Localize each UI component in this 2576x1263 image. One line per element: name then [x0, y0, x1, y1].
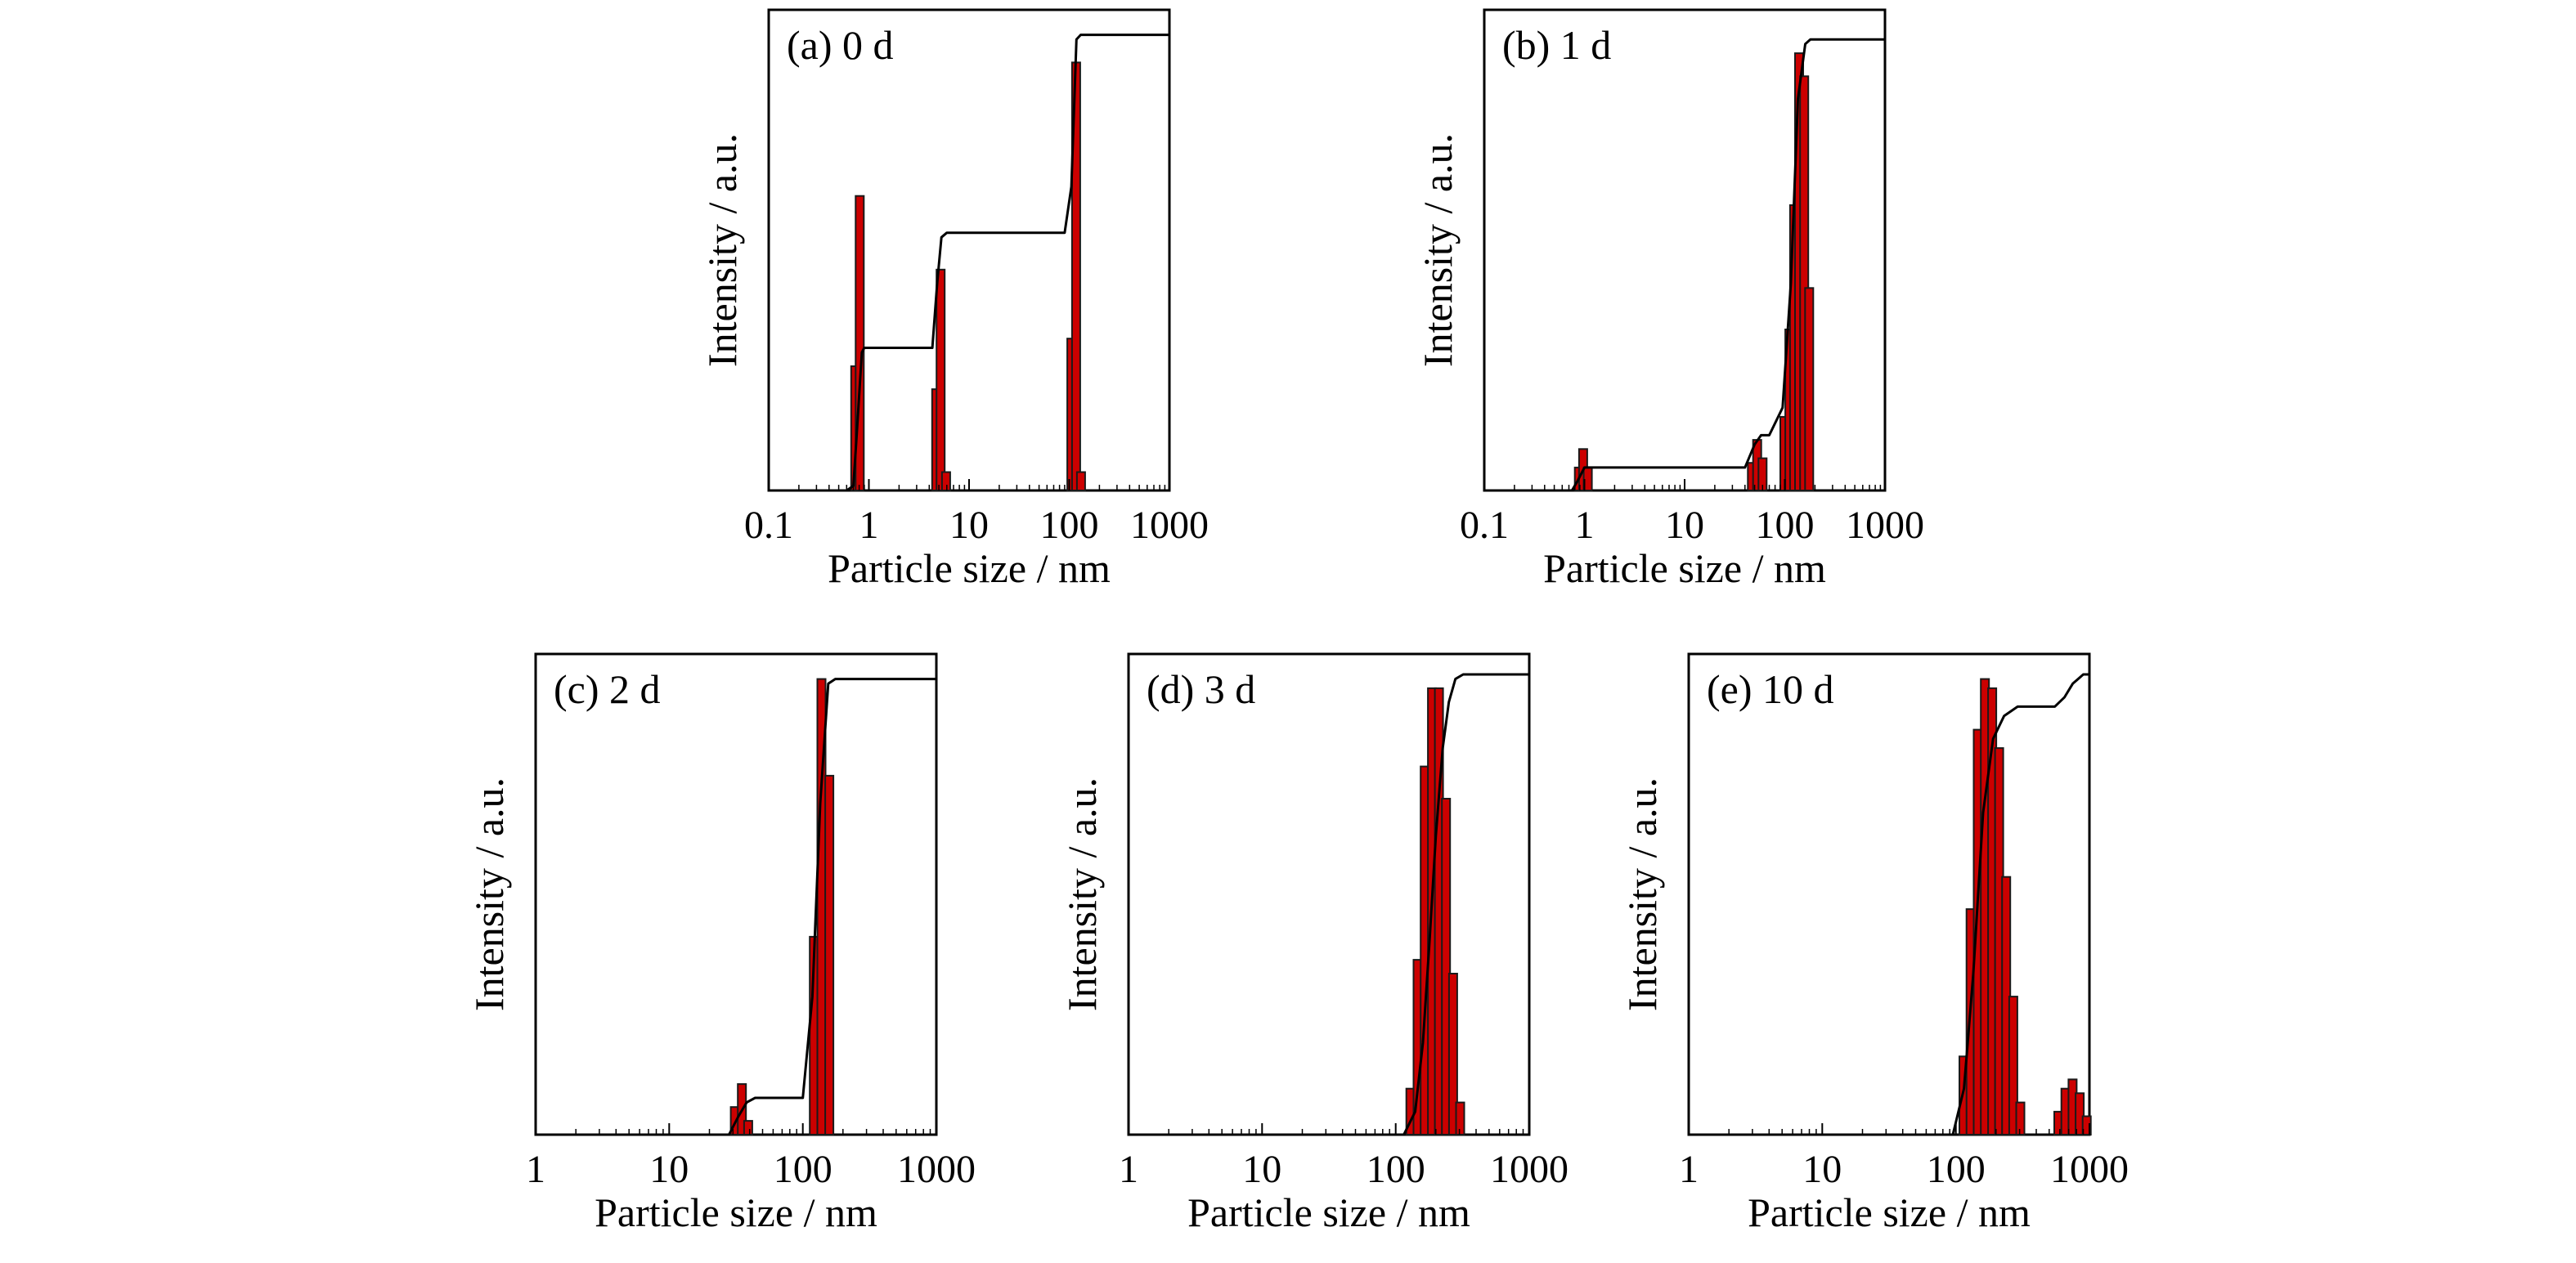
histogram-bar [1447, 973, 1458, 1135]
x-tick-label: 1 [526, 1148, 545, 1191]
plot-frame [1687, 652, 2091, 1136]
x-tick-label: 1 [1119, 1148, 1138, 1191]
y-axis-label: Intensity / a.u. [1059, 777, 1105, 1011]
y-axis-label: Intensity / a.u. [699, 133, 745, 367]
histogram-bar [1799, 75, 1810, 492]
x-tick-label: 1000 [1130, 504, 1209, 547]
x-tick-label: 1 [1679, 1148, 1699, 1191]
plot-frame [534, 652, 938, 1136]
x-tick-label: 100 [1756, 504, 1815, 547]
panel-a: (a) 0 d 0.1 1 10 100 1000 Particle size / nm… [699, 8, 1209, 591]
x-tick-label: 1 [1575, 504, 1595, 547]
histogram-bar [2008, 996, 2018, 1135]
histogram-bar [743, 1120, 753, 1135]
histogram-bar [1804, 287, 1815, 491]
x-axis-label: Particle size / nm [595, 1189, 877, 1235]
x-axis-label: Particle size / nm [1543, 545, 1826, 591]
x-axis-label: Particle size / nm [1748, 1189, 2031, 1235]
x-tick-label: 0.1 [1460, 504, 1509, 547]
x-tick-label: 1000 [1846, 504, 1924, 547]
y-axis-label: Intensity / a.u. [466, 777, 512, 1011]
x-tick-label: 10 [949, 504, 989, 547]
plot-frame [1127, 652, 1531, 1136]
x-tick-label: 1000 [2050, 1148, 2129, 1191]
cumulative-line [1570, 38, 1885, 491]
cumulative-line [1951, 673, 2089, 1135]
x-tick-label: 10 [649, 1148, 689, 1191]
y-axis-label: Intensity / a.u. [1415, 133, 1461, 367]
x-tick-label: 1000 [897, 1148, 976, 1191]
y-axis-label: Intensity / a.u. [1619, 777, 1665, 1011]
plot-frame [767, 8, 1171, 492]
x-tick-label: 100 [774, 1148, 832, 1191]
panel-d: (d) 3 d 1 10 100 1000 Particle size / nm In… [1059, 652, 1568, 1235]
panel-e: (e) 10 d 1 10 100 1000 Particle size / nm I… [1619, 652, 2129, 1235]
x-tick-label: 100 [1040, 504, 1099, 547]
cumulative-line [1402, 673, 1529, 1135]
panel-c: (c) 2 d 1 10 100 1000 Particle size / nm In… [466, 652, 976, 1235]
plot-frame [1483, 8, 1887, 492]
x-tick-label: 10 [1242, 1148, 1281, 1191]
histogram-bar [2015, 1101, 2026, 1135]
panel-b: (b) 1 d 0.1 1 10 100 1000 Particle size / nm… [1415, 8, 1924, 591]
panel-title: (c) 2 d [554, 666, 661, 712]
histogram-bar [1441, 798, 1452, 1135]
x-tick-label: 1000 [1490, 1148, 1568, 1191]
x-tick-label: 100 [1927, 1148, 1986, 1191]
x-tick-label: 10 [1802, 1148, 1842, 1191]
panel-title: (b) 1 d [1502, 22, 1611, 68]
histogram-bar [936, 268, 946, 491]
x-axis-label: Particle size / nm [828, 545, 1111, 591]
histogram-bar [1075, 471, 1086, 491]
cumulative-line [728, 678, 936, 1135]
x-tick-label: 1 [859, 504, 879, 547]
histogram-bar [1455, 1101, 1465, 1135]
panel-title: (e) 10 d [1707, 666, 1834, 712]
panel-title: (a) 0 d [787, 22, 894, 68]
x-tick-label: 0.1 [744, 504, 793, 547]
histogram-bar [2081, 1115, 2092, 1135]
cumulative-line [846, 34, 1169, 492]
x-tick-label: 10 [1665, 504, 1704, 547]
x-axis-label: Particle size / nm [1187, 1189, 1470, 1235]
histogram-bar [824, 774, 835, 1135]
x-tick-label: 100 [1367, 1148, 1425, 1191]
panel-title: (d) 3 d [1147, 666, 1255, 712]
histogram-bar [940, 471, 951, 491]
histogram-bar [2075, 1092, 2085, 1135]
